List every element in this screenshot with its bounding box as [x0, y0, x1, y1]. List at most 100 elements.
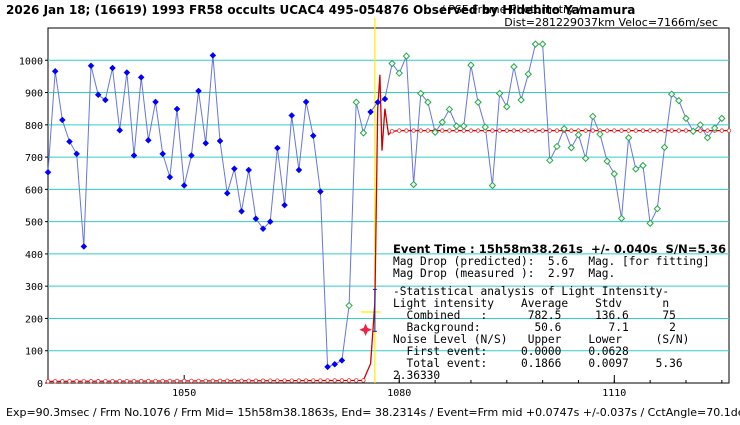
- data-point-post: [589, 112, 597, 121]
- fitted-model-point: [174, 378, 180, 384]
- fitted-model-point: [153, 378, 158, 384]
- data-point-post: [632, 165, 640, 173]
- fitted-model-point: [260, 378, 266, 383]
- fitted-model-point: [67, 379, 72, 384]
- fitted-model-point: [612, 128, 617, 133]
- fitted-model-point: [196, 378, 201, 384]
- data-point-post: [538, 40, 547, 48]
- tick-label-y: 300: [25, 282, 43, 293]
- fitted-model-point: [490, 128, 495, 133]
- data-point-post: [524, 70, 532, 78]
- fitted-model-point: [60, 379, 65, 384]
- first-event-row: First event: 0.0000 0.0628: [393, 345, 629, 358]
- fitted-model-point: [604, 128, 610, 133]
- data-point-pre: [352, 98, 360, 106]
- data-point-pre: [309, 132, 317, 140]
- data-point-pre: [359, 129, 368, 137]
- data-point-pre: [324, 363, 331, 371]
- data-point-post: [467, 61, 475, 69]
- data-point-post: [639, 161, 647, 170]
- fitted-model-point: [569, 128, 574, 133]
- data-point-pre: [173, 105, 181, 113]
- data-point-post: [675, 96, 683, 105]
- data-point-pre: [245, 166, 253, 174]
- data-point-post: [718, 114, 726, 123]
- fitted-model-point: [497, 128, 502, 133]
- tick-label-y: 700: [25, 153, 43, 164]
- data-point-pre: [137, 74, 145, 81]
- data-point-post: [660, 143, 669, 152]
- data-point-post: [560, 124, 568, 133]
- fitted-model-point: [354, 378, 359, 383]
- fitted-model-point: [110, 378, 115, 384]
- fitted-model-point: [662, 128, 667, 133]
- fitted-model-point: [339, 378, 345, 383]
- data-point-post: [689, 127, 697, 135]
- data-point-post: [438, 118, 446, 126]
- fitted-model-point: [554, 128, 560, 133]
- data-point-post: [703, 134, 712, 142]
- stats-section-title: -Statistical analysis of Light Intensity…: [393, 285, 670, 298]
- data-point-pre: [195, 87, 202, 95]
- data-point-post: [488, 181, 497, 190]
- data-point-post: [495, 89, 504, 98]
- data-point-post: [646, 219, 654, 227]
- plot-frame: [47, 27, 730, 384]
- data-point-post: [424, 98, 432, 106]
- data-point-post: [474, 98, 482, 106]
- data-point-post: [603, 157, 611, 165]
- data-point-post: [445, 105, 454, 114]
- data-point-post: [596, 130, 604, 138]
- fitted-model-point: [475, 128, 481, 133]
- extra-value: 2.36330: [393, 369, 441, 382]
- event-marker-star: [359, 323, 372, 337]
- data-point-pre: [367, 108, 374, 116]
- fitted-model-point: [332, 378, 337, 383]
- fitted-model-point: [146, 378, 151, 384]
- fitted-model-point: [275, 378, 280, 383]
- data-point-post: [553, 142, 561, 151]
- tick-label-y: 200: [25, 314, 43, 325]
- chart-subtitle-dist: Dist=281229037km Veloc=7166m/sec: [504, 16, 718, 29]
- data-point-post: [431, 128, 439, 136]
- fitted-model-point: [282, 378, 287, 383]
- data-point-post: [624, 134, 633, 142]
- data-point-pre: [109, 64, 116, 72]
- fitted-model-point: [239, 378, 244, 383]
- data-point-pre: [180, 182, 188, 189]
- data-point-pre: [44, 168, 52, 176]
- data-point-post: [388, 59, 396, 68]
- data-point-post: [710, 124, 719, 132]
- fitted-model-point: [318, 378, 323, 383]
- fitted-model-point: [511, 128, 517, 133]
- data-point-pre: [188, 152, 195, 159]
- data-point-post: [395, 69, 403, 77]
- tick-label-x: 1050: [172, 388, 196, 399]
- fitted-model-point: [404, 128, 409, 133]
- data-point-post: [460, 122, 468, 130]
- fitted-model-point: [225, 378, 230, 384]
- fitted-model-point: [411, 128, 416, 133]
- data-point-pre: [331, 360, 339, 368]
- fitted-model-point: [303, 378, 309, 383]
- data-point-pre: [202, 139, 210, 147]
- data-point-pre: [338, 357, 346, 364]
- fitted-model-point: [124, 378, 130, 384]
- data-point-pre: [101, 96, 109, 104]
- data-point-pre: [130, 152, 138, 159]
- fitted-model-point: [518, 128, 524, 133]
- mag-drop-measured: Mag Drop (measured ): 2.97 Mag.: [393, 267, 616, 280]
- fitted-model-point: [389, 129, 395, 134]
- fitted-model-point: [289, 378, 294, 383]
- data-point-pre: [374, 98, 382, 106]
- data-point-pre: [259, 225, 267, 233]
- data-point-post: [682, 114, 690, 123]
- fitted-model-point: [232, 378, 237, 384]
- data-point-pre: [317, 188, 324, 195]
- fitted-model-point: [669, 128, 674, 133]
- data-point-pre: [73, 150, 81, 158]
- tick-label-y: 500: [25, 218, 43, 229]
- data-point-post: [581, 154, 590, 163]
- fitted-model-point: [397, 128, 402, 133]
